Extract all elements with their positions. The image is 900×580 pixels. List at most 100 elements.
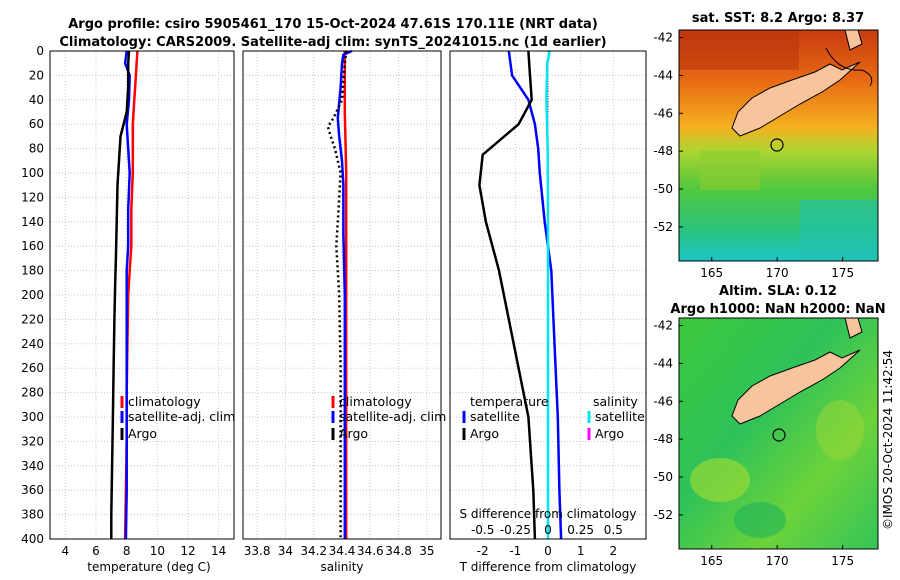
- depth-tick-label: 140: [21, 215, 44, 229]
- lat-tick-label: -44: [653, 356, 673, 370]
- depth-tick-label: 380: [21, 508, 44, 522]
- sst-map-title: sat. SST: 8.2 Argo: 8.37: [692, 11, 864, 26]
- sla-map: Altim. SLA: 0.12 Argo h1000: NaN h2000: …: [653, 284, 885, 568]
- depth-tick-label: 100: [21, 166, 44, 180]
- imos-watermark: ©IMOS 20-Oct-2024 11:42:54: [881, 350, 895, 530]
- difference-lines: [478, 50, 563, 540]
- difference-panel: -2 -1 0 1 2 -0.5 -0.25 0 0.25 0.5 S difference f…: [449, 50, 647, 574]
- temperature-grid: [50, 50, 234, 540]
- lat-tick-label: -42: [653, 319, 673, 333]
- depth-tick-label: 60: [29, 117, 44, 131]
- salinity-panel: 33.8 34 34.2 34.4 34.6 34.8 35 salinity climat…: [242, 49, 446, 574]
- lat-tick-label: -52: [653, 508, 673, 522]
- legend-temp-argo: Argo: [470, 426, 499, 441]
- sla-map-title-2: Argo h1000: NaN h2000: NaN: [670, 302, 885, 317]
- series-satellite-adj-clim: [336, 49, 353, 539]
- depth-tick-label: 220: [21, 312, 44, 326]
- lon-tick-label: 175: [831, 554, 854, 568]
- legend-temperature-title: temperature: [470, 394, 549, 409]
- depth-tick-label: 20: [29, 68, 44, 82]
- south-island-sst: [731, 61, 861, 137]
- series-temperature-satellite: [507, 50, 563, 540]
- depth-tick-label: 80: [29, 142, 44, 156]
- lat-tick-label: -52: [653, 220, 673, 234]
- depth-tick-label: 280: [21, 386, 44, 400]
- sst-map: sat. SST: 8.2 Argo: 8.37 -42 -44 -46 -48 -50…: [653, 11, 879, 280]
- sst-lat-tick-labels: -42 -44 -46 -48 -50 -52: [653, 31, 683, 234]
- lat-tick-label: -46: [653, 394, 673, 408]
- legend-satellite: satellite-adj. clim: [339, 409, 446, 424]
- depth-tick-label: 0: [36, 44, 44, 58]
- x-tick-label: 4: [62, 544, 70, 558]
- s-difference-label: S difference from climatology: [460, 507, 637, 521]
- argo-position-sst: [770, 138, 784, 152]
- x-tick-label: 14: [211, 544, 226, 558]
- legend-climatology: climatology: [128, 394, 201, 409]
- x-tick-label: 1: [577, 544, 585, 558]
- salinity-legend: climatology satellite-adj. clim Argo: [331, 394, 446, 441]
- title-line-1: Argo profile: csiro 5905461_170 15-Oct-2…: [68, 17, 598, 32]
- sst-lon-tick-labels: 165 170 175: [700, 257, 854, 280]
- s-tick-label: 0.5: [604, 523, 623, 537]
- x-tick-label: 12: [180, 544, 195, 558]
- lon-tick-label: 165: [700, 554, 723, 568]
- depth-tick-label: 120: [21, 190, 44, 204]
- depth-tick-label: 260: [21, 361, 44, 375]
- x-tick-label: 34: [278, 544, 293, 558]
- t-difference-tick-labels: -2 -1 0 1 2: [477, 544, 617, 558]
- s-tick-label: -0.5: [471, 523, 494, 537]
- sla-map-title-1: Altim. SLA: 0.12: [719, 284, 837, 299]
- series-salinity-satellite: [545, 50, 551, 539]
- x-tick-label: -1: [509, 544, 521, 558]
- x-tick-label: 33.8: [244, 544, 271, 558]
- depth-tick-labels: 0 20 40 60 80 100 120 140 160 180 200 220 240 260 280 3…: [21, 44, 44, 546]
- legend-sal-argo: Argo: [595, 426, 624, 441]
- depth-tick-label: 320: [21, 434, 44, 448]
- legend-temp-satellite: satellite: [470, 409, 520, 424]
- s-tick-label: 0.25: [567, 523, 594, 537]
- depth-tick-label: 340: [21, 459, 44, 473]
- series-argo: [110, 50, 131, 539]
- lat-tick-label: -50: [653, 470, 673, 484]
- legend-argo: Argo: [128, 426, 157, 441]
- sla-lon-tick-labels: 165 170 175: [700, 545, 854, 568]
- depth-tick-label: 200: [21, 288, 44, 302]
- lat-tick-label: -48: [653, 432, 673, 446]
- legend-salinity-title: salinity: [593, 394, 638, 409]
- x-tick-label: 34.4: [329, 544, 356, 558]
- legend-climatology: climatology: [339, 394, 412, 409]
- x-tick-label: 2: [610, 544, 618, 558]
- temperature-panel: 0 20 40 60 80 100 120 140 160 180 200 220 240 260 280 3…: [21, 44, 235, 574]
- temperature-xlabel: temperature (deg C): [87, 560, 210, 574]
- x-tick-label: 34.6: [357, 544, 384, 558]
- lat-tick-label: -44: [653, 68, 673, 82]
- depth-tick-label: 240: [21, 337, 44, 351]
- series-climatology: [343, 51, 348, 539]
- depth-tick-label: 360: [21, 483, 44, 497]
- legend-argo: Argo: [339, 426, 368, 441]
- x-tick-label: 35: [419, 544, 434, 558]
- x-tick-label: 0: [544, 544, 552, 558]
- x-tick-label: 6: [92, 544, 100, 558]
- x-tick-label: 34.2: [300, 544, 327, 558]
- lon-tick-label: 170: [766, 554, 789, 568]
- lat-tick-label: -50: [653, 182, 673, 196]
- lat-tick-label: -46: [653, 106, 673, 120]
- sla-lat-tick-labels: -42 -44 -46 -48 -50 -52: [653, 319, 683, 522]
- depth-tick-label: 400: [21, 532, 44, 546]
- s-difference-tick-labels: -0.5 -0.25 0 0.25 0.5: [471, 523, 623, 537]
- t-difference-xlabel: T difference from climatology: [459, 560, 637, 574]
- temperature-tick-labels: 4 6 8 10 12 14: [62, 544, 227, 558]
- south-island-sla: [731, 349, 861, 425]
- legend-sal-satellite: satellite: [595, 409, 645, 424]
- x-tick-label: -2: [477, 544, 489, 558]
- s-tick-label: 0: [544, 523, 552, 537]
- depth-tick-label: 160: [21, 239, 44, 253]
- x-tick-label: 10: [150, 544, 165, 558]
- lon-tick-label: 170: [766, 266, 789, 280]
- lon-tick-label: 165: [700, 266, 723, 280]
- salinity-tick-labels: 33.8 34 34.2 34.4 34.6 34.8 35: [244, 544, 435, 558]
- argo-position-sla: [772, 428, 786, 442]
- lat-tick-label: -42: [653, 31, 673, 45]
